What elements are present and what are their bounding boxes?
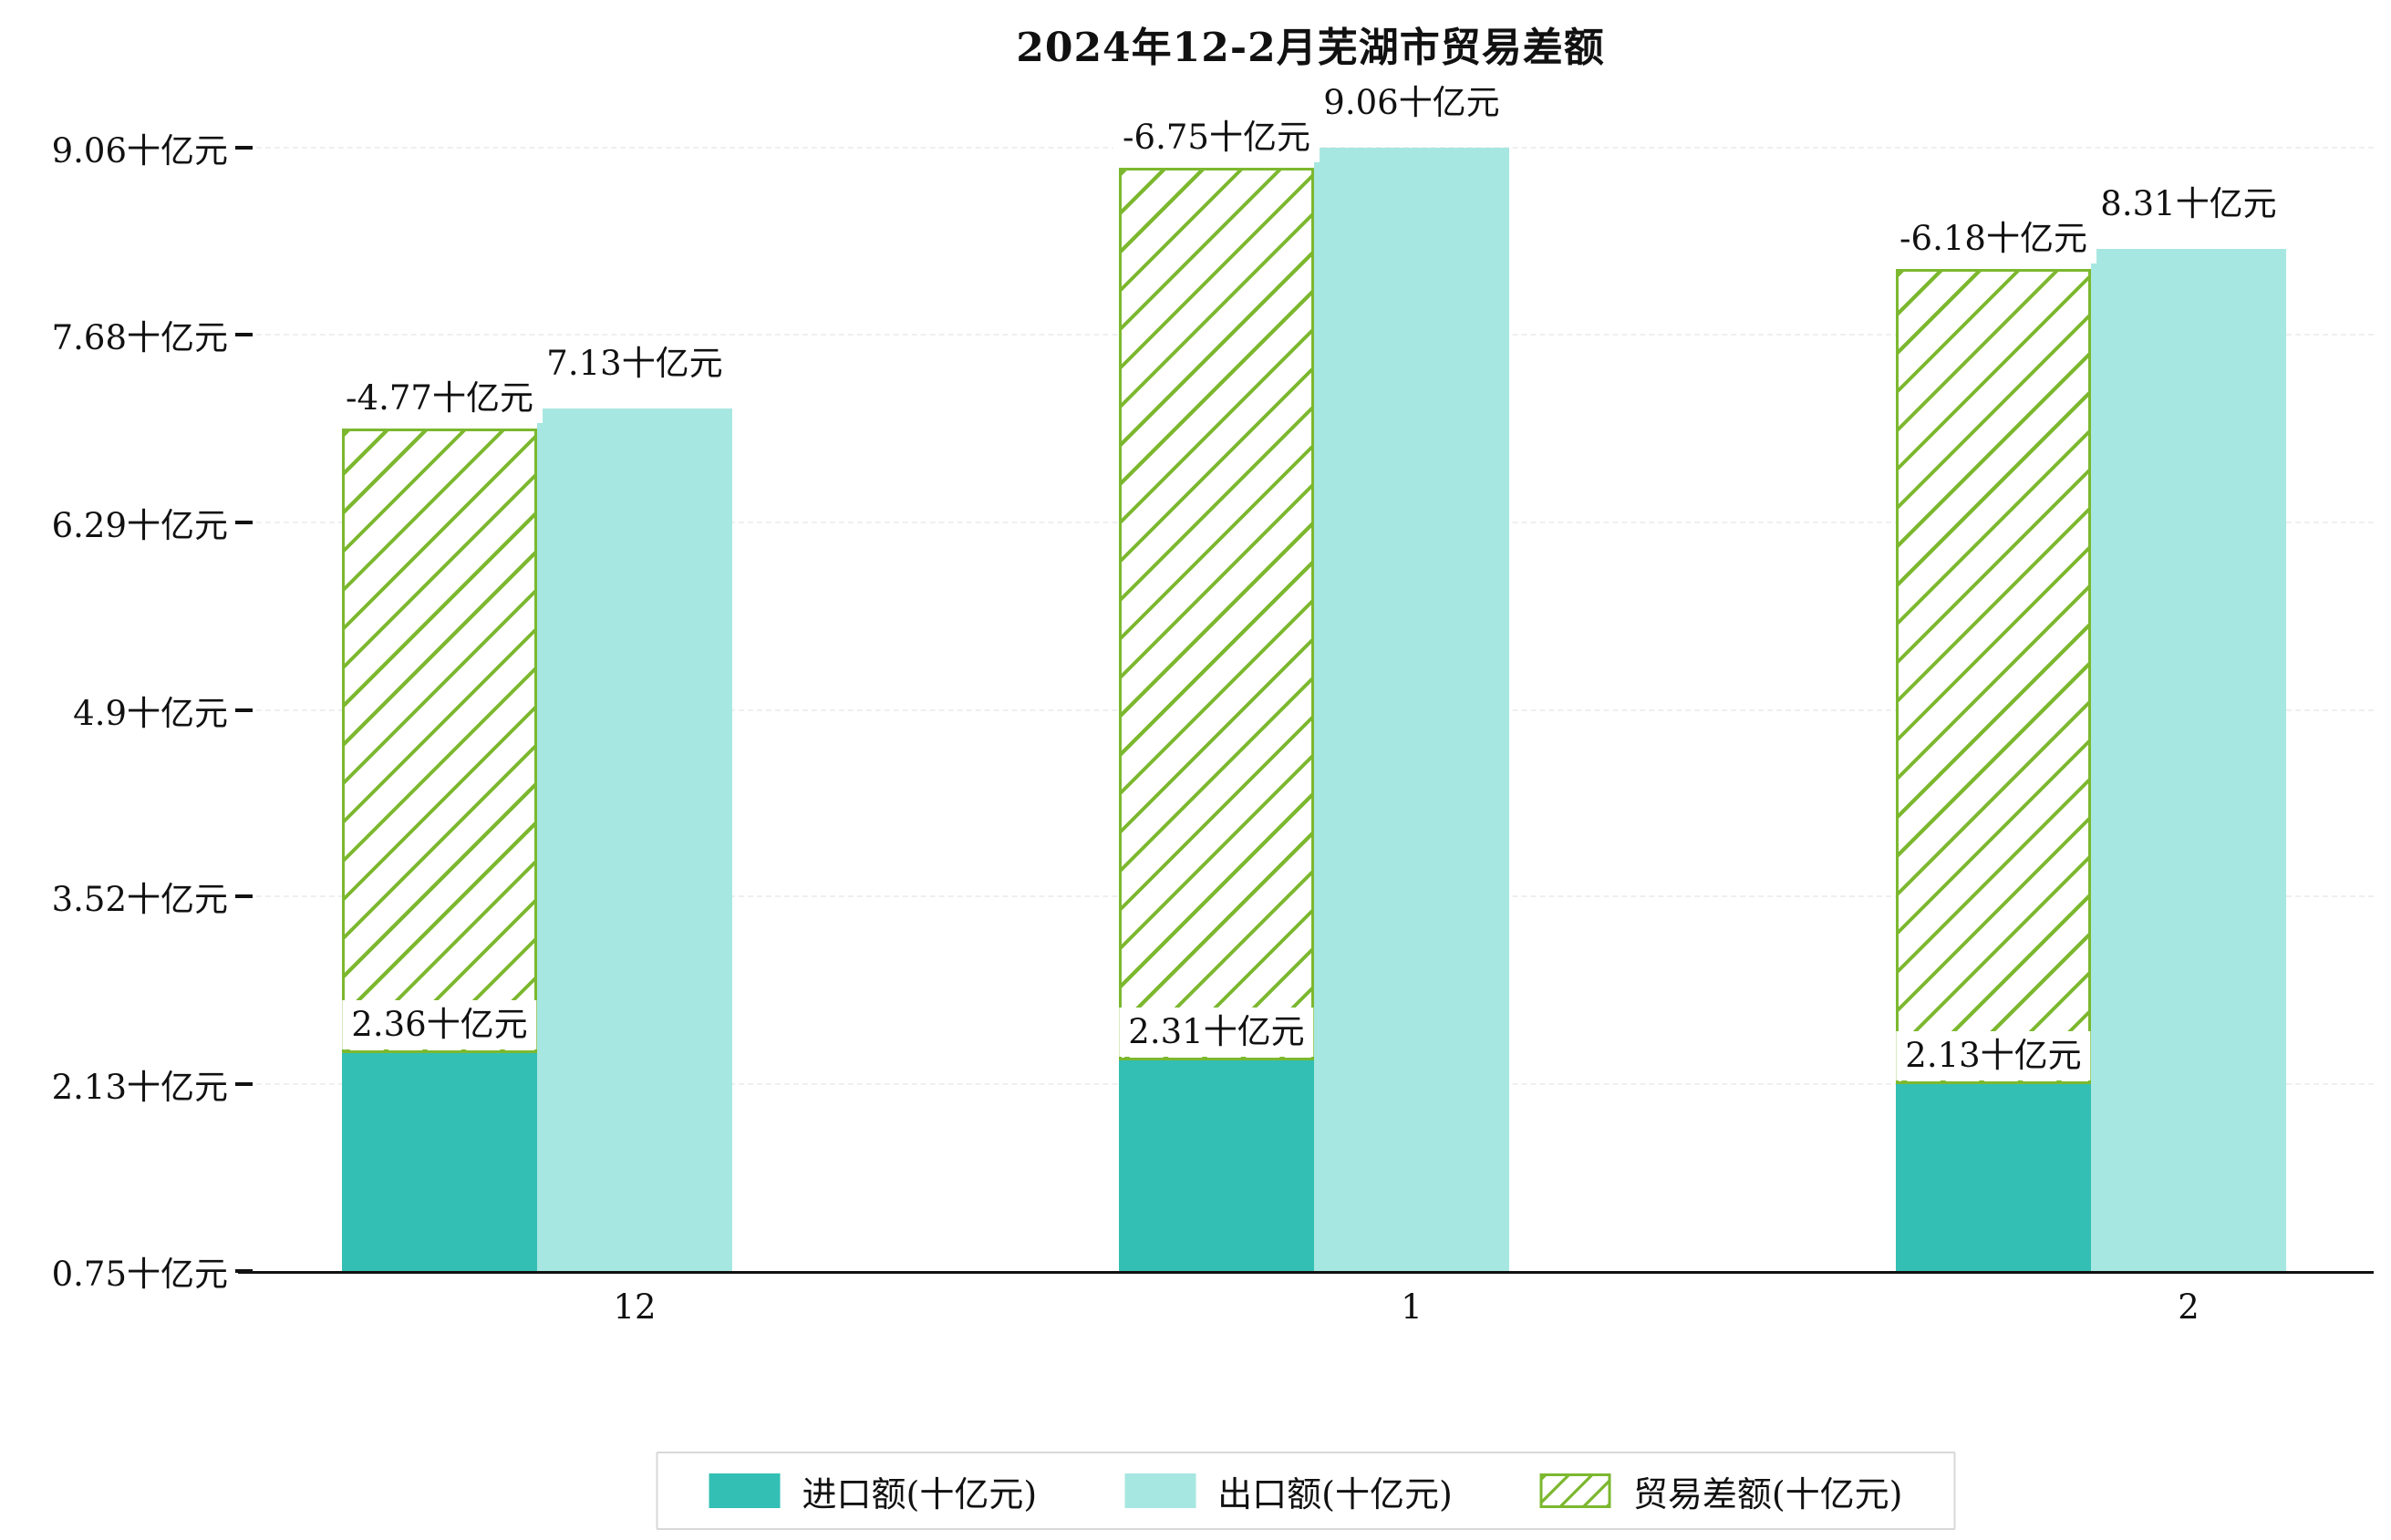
bar-import-1 (1119, 1059, 1314, 1271)
label-trade-balance-12: -4.77十亿元 (336, 374, 543, 424)
x-tick-label-12: 12 (613, 1287, 657, 1327)
y-tick-mark (235, 332, 253, 336)
bar-export-2 (2091, 249, 2286, 1271)
legend-label-balance: 贸易差额(十亿元) (1632, 1473, 1903, 1514)
label-export-2: 8.31十亿元 (2091, 180, 2286, 230)
x-tick-label-2: 2 (2178, 1287, 2200, 1327)
bar-export-1 (1314, 148, 1509, 1271)
y-tick-label: 7.68十亿元 (51, 317, 228, 357)
y-tick-label: 3.52十亿元 (51, 880, 228, 920)
legend: 进口额(十亿元) 出口额(十亿元) 贸易差额(十亿元) (656, 1452, 1956, 1530)
label-import-1: 2.31十亿元 (1119, 1007, 1314, 1057)
y-tick-label: 2.13十亿元 (51, 1068, 228, 1108)
legend-swatch-export-icon (1124, 1473, 1196, 1508)
y-tick-mark (235, 520, 253, 524)
legend-label-import: 进口额(十亿元) (802, 1473, 1038, 1514)
label-export-1: 9.06十亿元 (1314, 78, 1509, 128)
bar-import-12 (342, 1053, 537, 1271)
legend-swatch-import-icon (709, 1473, 781, 1508)
y-tick-mark (235, 894, 253, 899)
label-export-12: 7.13十亿元 (537, 339, 732, 389)
bar-trade-balance-2 (1896, 269, 2091, 1085)
label-trade-balance-2: -6.18十亿元 (1890, 214, 2096, 264)
y-tick-mark (235, 146, 253, 150)
label-import-12: 2.36十亿元 (342, 1000, 537, 1050)
bar-trade-balance-12 (342, 429, 537, 1054)
y-tick-label: 6.29十亿元 (51, 505, 228, 545)
y-tick-label: 0.75十亿元 (51, 1255, 228, 1294)
legend-swatch-balance-icon (1539, 1473, 1611, 1508)
x-axis-line (238, 1271, 2374, 1274)
bar-import-2 (1896, 1084, 2091, 1271)
x-tick-label-1: 1 (1401, 1287, 1423, 1327)
y-tick-label: 9.06十亿元 (51, 131, 228, 171)
y-tick-mark (235, 708, 253, 712)
bar-trade-balance-1 (1119, 168, 1314, 1060)
label-trade-balance-1: -6.75十亿元 (1113, 113, 1320, 162)
y-tick-label: 4.9十亿元 (73, 693, 228, 733)
legend-item-import: 进口额(十亿元) (709, 1466, 1038, 1516)
bar-export-12 (537, 408, 732, 1271)
legend-item-export: 出口额(十亿元) (1124, 1466, 1453, 1516)
legend-item-balance: 贸易差额(十亿元) (1539, 1466, 1903, 1516)
chart-title: 2024年12-2月芜湖市贸易差额 (1016, 25, 1605, 71)
y-tick-mark (235, 1082, 253, 1087)
label-import-2: 2.13十亿元 (1896, 1031, 2091, 1081)
legend-label-export: 出口额(十亿元) (1217, 1473, 1453, 1514)
